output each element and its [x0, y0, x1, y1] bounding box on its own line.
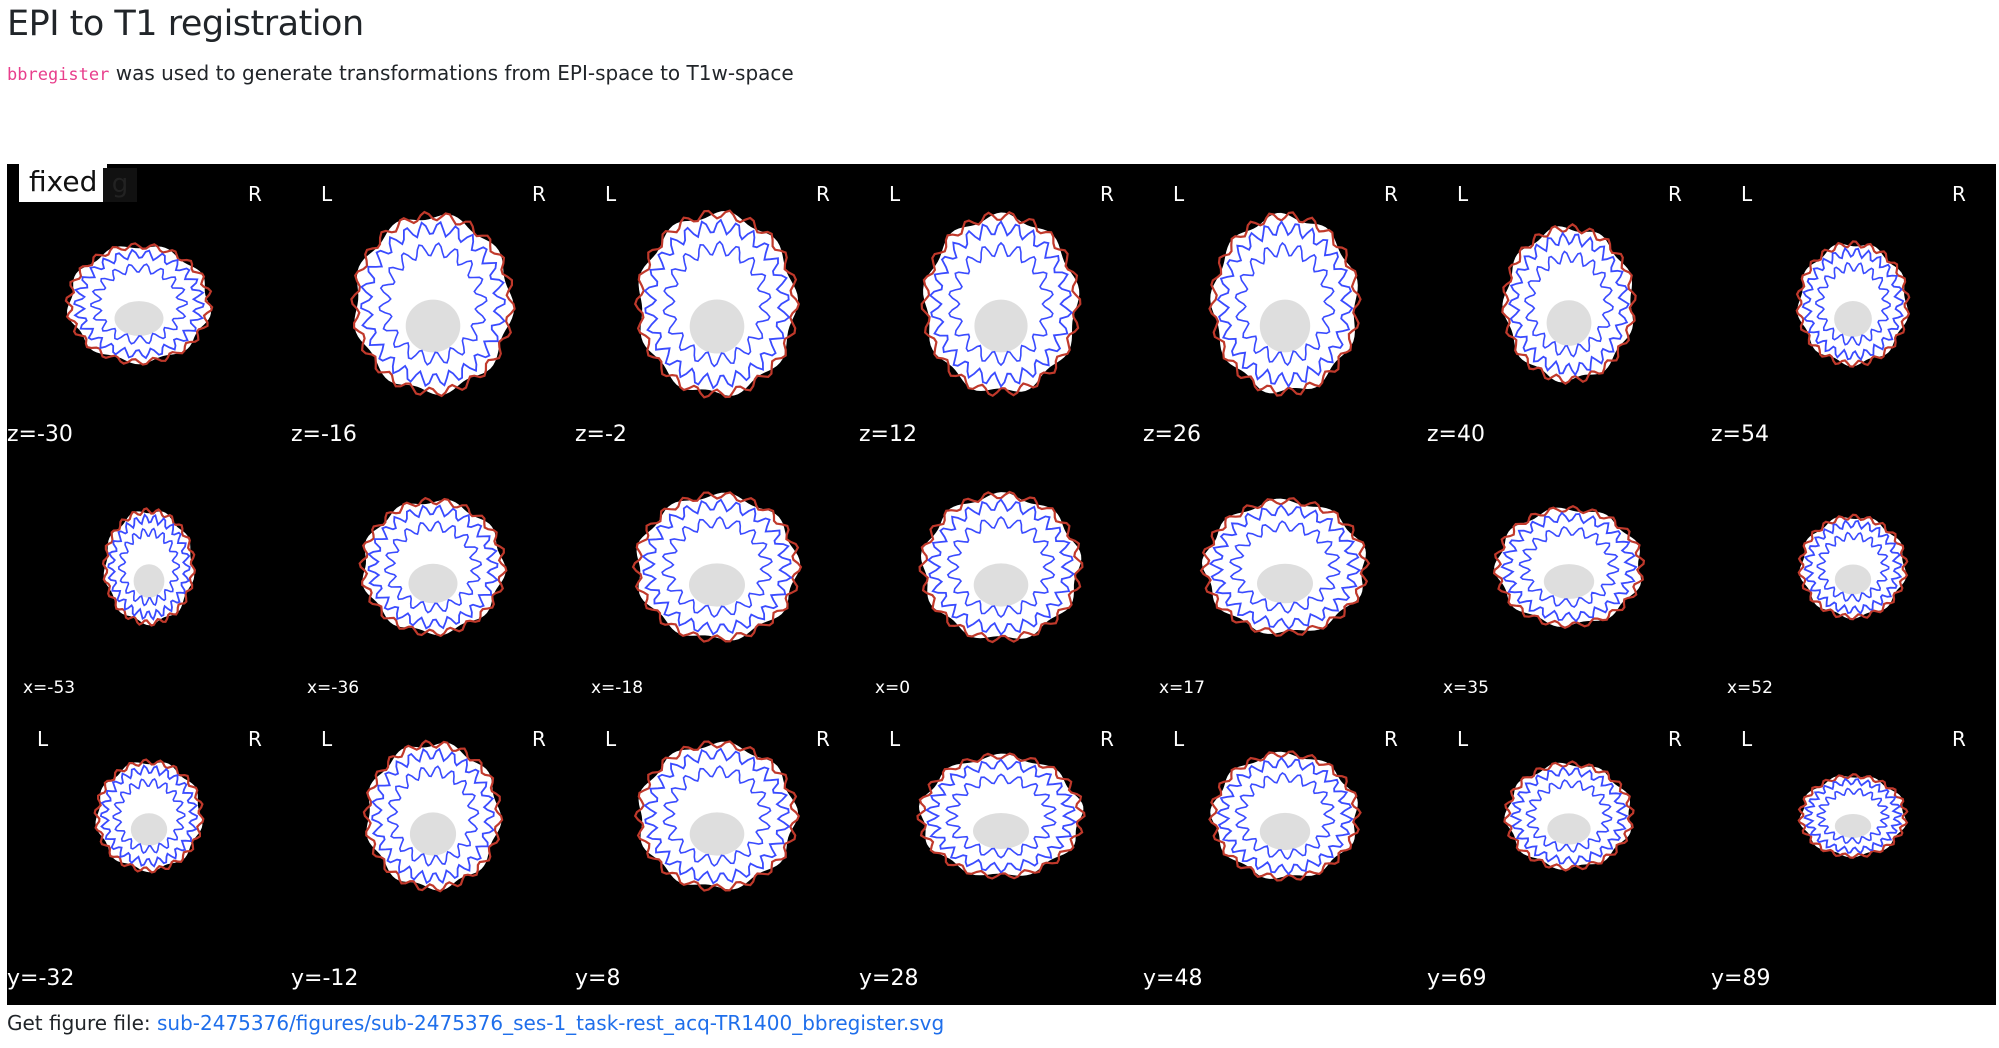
- sagittal-brain-slice: [1797, 513, 1909, 621]
- left-orientation-label: L: [1457, 727, 1469, 751]
- right-orientation-label: R: [1384, 727, 1398, 751]
- figure-file-footer: Get figure file: sub-2475376/figures/sub…: [7, 1011, 944, 1035]
- right-orientation-label: R: [1952, 727, 1966, 751]
- left-orientation-label: L: [321, 182, 333, 206]
- tool-name: bbregister: [7, 65, 110, 85]
- left-orientation-label: L: [605, 182, 617, 206]
- slice-coordinate-label: y=28: [859, 966, 919, 991]
- slice-coordinate-label: z=-16: [291, 422, 357, 447]
- sagittal-brain-slice: [1199, 497, 1371, 637]
- axial-brain-slice: [1208, 211, 1362, 397]
- slice-coordinate-label: y=-32: [7, 966, 75, 991]
- figure-file-label: Get figure file:: [7, 1011, 151, 1035]
- page-title: EPI to T1 registration: [7, 4, 364, 44]
- slice-coordinate-label: z=12: [859, 422, 917, 447]
- right-orientation-label: R: [1100, 727, 1114, 751]
- axial-brain-slice: [1501, 222, 1637, 386]
- figure-file-link[interactable]: sub-2475376/figures/sub-2475376_ses-1_ta…: [156, 1011, 945, 1035]
- slice-coordinate-label: y=69: [1427, 966, 1487, 991]
- axial-brain-slice: [1795, 240, 1911, 368]
- slice-coordinate-label: z=40: [1427, 422, 1485, 447]
- right-orientation-label: R: [1952, 182, 1966, 206]
- slice-coordinate-label: x=-18: [591, 678, 644, 698]
- coronal-brain-slice: [1503, 760, 1635, 872]
- right-orientation-label: R: [532, 182, 546, 206]
- right-orientation-label: R: [1100, 182, 1114, 206]
- slice-coordinate-label: z=26: [1143, 422, 1201, 447]
- slice-coordinate-label: x=52: [1727, 678, 1773, 698]
- slice-coordinate-label: x=0: [875, 678, 911, 698]
- left-orientation-label: L: [1741, 182, 1753, 206]
- sagittal-brain-slice: [101, 507, 197, 627]
- right-orientation-label: R: [1668, 182, 1682, 206]
- slice-coordinate-label: y=8: [575, 966, 621, 991]
- left-orientation-label: L: [321, 727, 333, 751]
- left-orientation-label: L: [889, 182, 901, 206]
- coronal-brain-slice: [1797, 773, 1909, 859]
- right-orientation-label: R: [1384, 182, 1398, 206]
- right-orientation-label: R: [816, 182, 830, 206]
- left-orientation-label: L: [37, 727, 49, 751]
- axial-brain-slice: [64, 242, 214, 366]
- slice-coordinate-label: z=-30: [7, 422, 73, 447]
- slice-coordinate-label: y=48: [1143, 966, 1203, 991]
- left-orientation-label: L: [605, 727, 617, 751]
- left-orientation-label: L: [1741, 727, 1753, 751]
- axial-brain-slice: [920, 211, 1082, 397]
- description: bbregister was used to generate transfor…: [7, 61, 794, 85]
- description-text: was used to generate transformations fro…: [115, 61, 794, 85]
- coronal-brain-slice: [1208, 750, 1362, 882]
- left-orientation-label: L: [1173, 182, 1185, 206]
- slice-coordinate-label: z=-2: [575, 422, 627, 447]
- slice-coordinate-label: x=17: [1159, 678, 1205, 698]
- fixed-badge[interactable]: fixed: [19, 164, 108, 202]
- right-orientation-label: R: [1668, 727, 1682, 751]
- coronal-brain-slice: [93, 758, 205, 874]
- sagittal-brain-slice: [918, 490, 1084, 644]
- right-orientation-label: R: [532, 727, 546, 751]
- slice-coordinate-label: z=54: [1711, 422, 1769, 447]
- coronal-brain-slice: [633, 740, 801, 892]
- slice-coordinate-label: y=-12: [291, 966, 359, 991]
- coronal-brain-slice: [362, 739, 504, 893]
- moving-badge-ghost: g: [103, 168, 137, 202]
- slice-coordinate-label: x=-36: [307, 678, 360, 698]
- right-orientation-label: R: [248, 182, 262, 206]
- axial-brain-slice: [633, 209, 801, 399]
- right-orientation-label: R: [248, 727, 262, 751]
- left-orientation-label: L: [1457, 182, 1469, 206]
- axial-brain-slice: [350, 210, 516, 398]
- right-orientation-label: R: [816, 727, 830, 751]
- slice-coordinate-label: x=-53: [23, 678, 76, 698]
- left-orientation-label: L: [889, 727, 901, 751]
- coronal-brain-slice: [916, 752, 1086, 880]
- slice-coordinate-label: x=35: [1443, 678, 1489, 698]
- sagittal-brain-slice: [631, 491, 803, 643]
- left-orientation-label: L: [1173, 727, 1185, 751]
- sagittal-brain-slice: [358, 496, 508, 638]
- sagittal-brain-slice: [1492, 504, 1646, 630]
- slice-coordinate-label: y=89: [1711, 966, 1771, 991]
